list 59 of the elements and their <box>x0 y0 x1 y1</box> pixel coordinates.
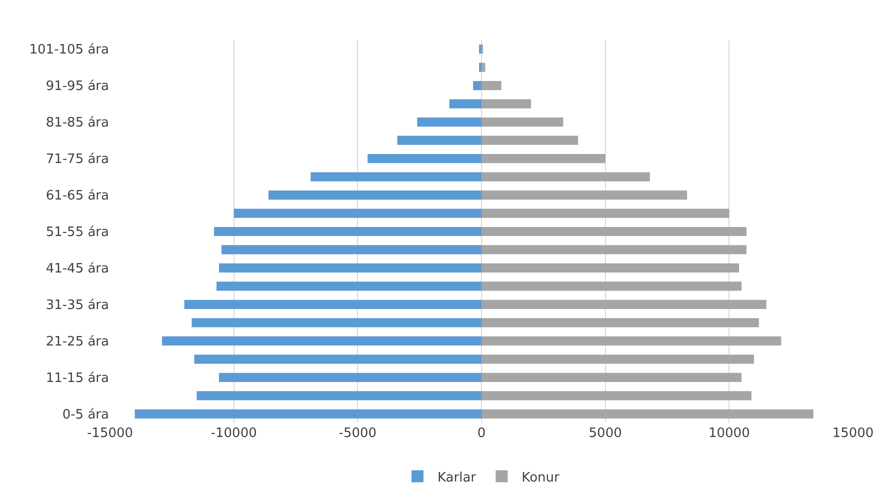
bar <box>196 391 482 400</box>
bar <box>482 391 752 400</box>
bar <box>473 81 482 90</box>
bar <box>482 354 754 364</box>
bar <box>482 336 782 346</box>
bar <box>482 136 578 145</box>
bar <box>218 372 482 382</box>
bar <box>482 172 650 182</box>
bar <box>310 172 482 182</box>
y-tick-label: 0-5 ára <box>62 407 109 422</box>
y-tick-label: 31-35 ára <box>46 298 109 313</box>
bar <box>397 136 482 145</box>
legend-label: Konur <box>522 470 560 486</box>
bar <box>482 318 759 328</box>
bar <box>482 263 740 273</box>
y-tick-label: 91-95 ára <box>46 79 109 94</box>
y-tick-label: 71-75 ára <box>46 152 109 168</box>
x-tick-label: 5000 <box>588 426 622 441</box>
bar <box>134 409 482 418</box>
legend-label: Karlar <box>438 470 477 486</box>
bar <box>194 354 482 364</box>
bar <box>482 300 766 310</box>
bar <box>482 372 742 382</box>
x-tick-label: -15000 <box>86 426 134 441</box>
bar <box>368 154 482 164</box>
bar <box>482 282 742 291</box>
bar <box>482 118 564 127</box>
bar <box>268 190 482 200</box>
y-tick-label: 41-45 ára <box>46 262 109 277</box>
bar <box>449 99 482 108</box>
bar <box>482 81 502 90</box>
bar <box>192 318 482 328</box>
y-tick-label: 61-65 ára <box>46 188 109 204</box>
bar <box>234 208 482 218</box>
bar <box>216 282 482 291</box>
bar <box>482 99 532 108</box>
bar <box>218 263 482 273</box>
y-tick-label: 11-15 ára <box>46 370 109 386</box>
x-tick-label: -5000 <box>338 426 377 441</box>
x-tick-label: 10000 <box>708 426 750 441</box>
bar <box>482 208 730 218</box>
y-tick-label: 81-85 ára <box>46 116 109 131</box>
bar <box>482 409 814 418</box>
bar <box>221 245 482 254</box>
bar <box>482 62 486 72</box>
bar <box>162 336 482 346</box>
y-tick-label: 21-25 ára <box>46 334 109 350</box>
y-tick-label: 51-55 ára <box>46 225 109 240</box>
bar <box>482 190 688 200</box>
bar <box>482 154 606 164</box>
x-tick-label: -10000 <box>210 426 257 441</box>
bar <box>184 300 482 310</box>
bar <box>417 118 482 127</box>
bar <box>482 226 746 236</box>
bar <box>214 226 482 236</box>
x-tick-label: 0 <box>477 426 486 441</box>
y-tick-label: 101-105 ára <box>29 42 109 58</box>
bar <box>482 245 746 254</box>
x-tick-label: 15000 <box>832 426 874 441</box>
